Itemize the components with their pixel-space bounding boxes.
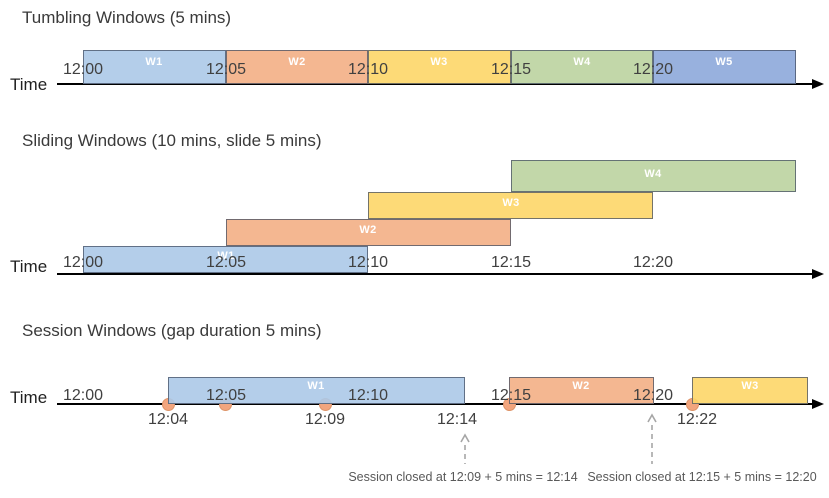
- time-axis-3: [57, 403, 817, 405]
- dashed-arrow-icon-2: [647, 413, 657, 464]
- axis-label-time-3: Time: [10, 388, 48, 407]
- window-label: W3: [741, 380, 759, 392]
- event-tick: 12:09: [304, 411, 346, 428]
- axis-arrowhead-icon-1: [812, 79, 824, 89]
- window-label: W1: [145, 56, 163, 68]
- annotation-session-closed-2: Session closed at 12:15 + 5 mins = 12:20: [587, 470, 817, 484]
- time-tick: 12:15: [490, 61, 532, 78]
- dashed-arrow-icon-1: [460, 433, 470, 464]
- event-tick: 12:04: [147, 411, 189, 428]
- event-tick: 12:22: [676, 411, 718, 428]
- time-tick: 12:20: [632, 387, 674, 404]
- window-bar-t-w3: [368, 50, 511, 84]
- window-label: W3: [430, 56, 448, 68]
- panel-title-tumbling: Tumbling Windows (5 mins): [22, 8, 232, 27]
- time-tick: 12:15: [490, 254, 532, 271]
- window-label: W4: [644, 168, 662, 180]
- time-tick: 12:05: [205, 61, 247, 78]
- window-bar-s-w3: [368, 192, 653, 219]
- time-tick: 12:20: [632, 61, 674, 78]
- time-tick: 12:05: [205, 387, 247, 404]
- time-axis-1: [57, 83, 817, 85]
- event-tick: 12:14: [436, 411, 478, 428]
- window-bar-s-w2: [226, 219, 511, 246]
- window-label: W4: [573, 56, 591, 68]
- panel-title-sliding: Sliding Windows (10 mins, slide 5 mins): [22, 131, 322, 150]
- time-tick: 12:05: [205, 254, 247, 271]
- axis-arrowhead-icon-2: [812, 269, 824, 279]
- window-bar-s-w1: [83, 246, 368, 273]
- time-tick: 12:15: [490, 387, 532, 404]
- window-label: W1: [217, 250, 235, 262]
- time-tick: 12:10: [347, 61, 389, 78]
- axis-arrowhead-icon-3: [812, 399, 824, 409]
- window-bar-t-w1: [83, 50, 226, 84]
- window-bar-t-w2: [226, 50, 368, 84]
- window-label: W2: [359, 224, 377, 236]
- window-label: W2: [288, 56, 306, 68]
- panel-title-session: Session Windows (gap duration 5 mins): [22, 321, 322, 340]
- time-tick: 12:00: [62, 61, 104, 78]
- window-label: W3: [502, 197, 520, 209]
- window-label: W5: [715, 56, 733, 68]
- window-label: W2: [572, 380, 590, 392]
- time-tick: 12:10: [347, 254, 389, 271]
- axis-label-time-1: Time: [10, 75, 48, 94]
- window-bar-s-w4: [511, 160, 796, 192]
- window-label: W1: [307, 380, 325, 392]
- time-tick: 12:00: [62, 387, 104, 404]
- window-bar-x-w2: [509, 377, 654, 404]
- window-bar-t-w4: [511, 50, 653, 84]
- time-axis-2: [57, 273, 817, 275]
- window-bar-x-w3: [692, 377, 808, 404]
- time-tick: 12:20: [632, 254, 674, 271]
- window-bar-x-w1: [168, 377, 465, 404]
- window-bar-t-w5: [653, 50, 796, 84]
- axis-label-time-2: Time: [10, 257, 48, 276]
- time-tick: 12:00: [62, 254, 104, 271]
- time-tick: 12:10: [347, 387, 389, 404]
- annotation-session-closed-1: Session closed at 12:09 + 5 mins = 12:14: [348, 470, 578, 484]
